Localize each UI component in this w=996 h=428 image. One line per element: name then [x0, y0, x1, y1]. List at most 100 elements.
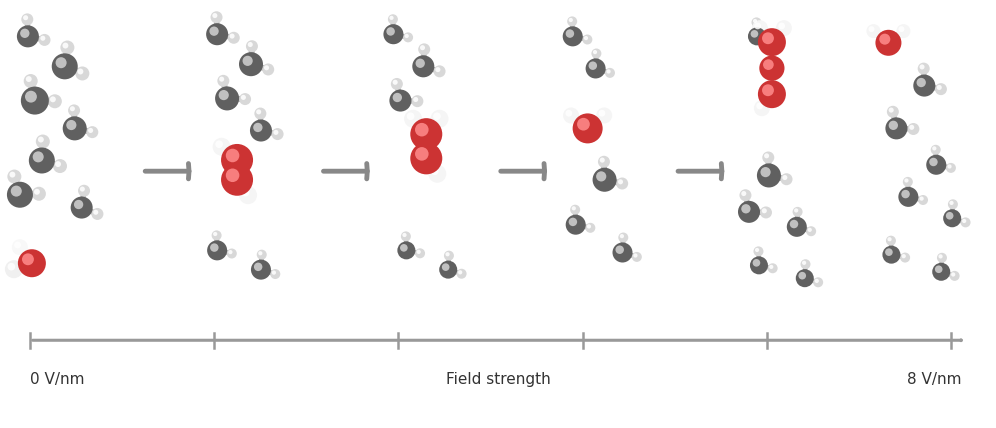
- Point: [206, 28, 222, 35]
- Point: [794, 272, 810, 279]
- Point: [913, 79, 929, 86]
- Point: [398, 33, 414, 39]
- Point: [763, 36, 779, 43]
- Point: [244, 43, 260, 50]
- Point: [35, 138, 51, 145]
- Point: [883, 251, 899, 258]
- Point: [437, 264, 453, 270]
- Point: [431, 68, 447, 75]
- Point: [749, 33, 765, 40]
- Point: [8, 187, 24, 194]
- Point: [400, 34, 416, 41]
- Point: [47, 98, 63, 105]
- Point: [587, 49, 603, 56]
- Point: [884, 108, 900, 115]
- Point: [788, 207, 804, 214]
- Point: [736, 190, 752, 197]
- Point: [888, 125, 904, 132]
- Point: [760, 61, 776, 68]
- Point: [259, 64, 275, 71]
- Point: [37, 36, 53, 43]
- Point: [779, 176, 795, 183]
- Point: [764, 65, 780, 71]
- Point: [594, 173, 610, 180]
- Point: [34, 157, 50, 164]
- Point: [903, 124, 919, 131]
- Point: [568, 221, 584, 228]
- Point: [253, 127, 269, 134]
- Point: [760, 154, 776, 161]
- Point: [60, 44, 76, 51]
- Point: [27, 97, 43, 104]
- Point: [20, 256, 36, 263]
- Point: [941, 212, 957, 219]
- Point: [418, 131, 434, 137]
- Point: [243, 61, 259, 68]
- Point: [76, 187, 92, 194]
- Point: [237, 95, 253, 102]
- Point: [597, 112, 613, 119]
- Point: [88, 209, 104, 216]
- Point: [809, 277, 825, 284]
- Point: [67, 125, 83, 132]
- Point: [895, 28, 911, 35]
- Point: [238, 189, 254, 196]
- Point: [226, 34, 242, 41]
- Point: [215, 77, 231, 84]
- Point: [412, 250, 428, 257]
- Point: [866, 28, 881, 35]
- Point: [250, 263, 266, 270]
- Point: [407, 96, 423, 103]
- Point: [10, 241, 26, 248]
- Point: [898, 177, 914, 184]
- Point: [602, 69, 618, 76]
- Point: [563, 112, 579, 119]
- Point: [895, 253, 911, 260]
- Point: [429, 113, 445, 120]
- Point: [387, 79, 403, 86]
- Point: [45, 96, 61, 103]
- Point: [566, 205, 582, 212]
- Point: [596, 158, 612, 165]
- Point: [615, 180, 630, 187]
- Point: [628, 253, 644, 260]
- Point: [416, 46, 432, 53]
- Point: [601, 68, 617, 75]
- Point: [750, 23, 766, 30]
- Point: [83, 127, 99, 134]
- Point: [208, 232, 224, 239]
- Point: [914, 63, 930, 70]
- Point: [761, 172, 777, 179]
- Point: [389, 94, 405, 101]
- Text: 8 V/nm: 8 V/nm: [906, 372, 961, 387]
- Point: [760, 35, 776, 42]
- Point: [567, 206, 583, 213]
- Point: [439, 251, 455, 258]
- Point: [796, 259, 812, 266]
- Point: [431, 115, 447, 122]
- Point: [384, 16, 400, 23]
- Point: [252, 110, 268, 117]
- Point: [741, 208, 757, 215]
- Point: [71, 201, 87, 208]
- Point: [414, 126, 430, 133]
- Point: [614, 233, 629, 240]
- Point: [944, 215, 960, 222]
- Point: [208, 14, 224, 21]
- Point: [763, 264, 779, 270]
- Point: [53, 59, 69, 66]
- Point: [565, 218, 581, 225]
- Point: [798, 261, 814, 268]
- Point: [803, 228, 819, 235]
- Point: [564, 18, 580, 25]
- Point: [927, 146, 943, 153]
- Point: [749, 247, 765, 253]
- Point: [764, 91, 780, 98]
- Point: [925, 158, 941, 165]
- Point: [943, 199, 959, 206]
- Point: [752, 102, 768, 109]
- Point: [752, 25, 768, 32]
- Point: [761, 35, 777, 42]
- Point: [899, 178, 915, 185]
- Point: [880, 39, 896, 46]
